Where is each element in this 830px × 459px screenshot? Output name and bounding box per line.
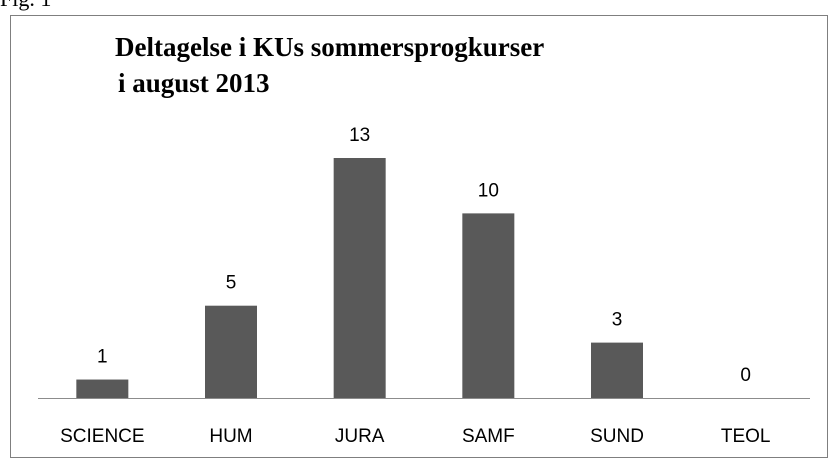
data-label: 3 [612,310,623,331]
data-label: 13 [349,125,370,146]
bar [205,305,257,398]
x-tick-label: SCIENCE [60,426,144,447]
chart-title: i august 2013 [118,68,270,98]
chart-title: Deltagelse i KUs sommersprogkurser [115,32,544,62]
data-label: 10 [478,180,499,201]
bar [333,158,386,398]
data-label: 1 [97,347,108,368]
x-tick-label: HUM [209,426,252,447]
x-tick-label: SAMF [462,426,515,447]
bar [462,213,515,398]
data-label: 0 [740,365,751,386]
x-tick-label: JURA [335,426,385,447]
figure-label: Fig. 1 [0,0,51,11]
bar [591,342,643,398]
chart-frame [10,15,828,458]
x-tick-label: SUND [590,426,644,447]
bar [76,379,129,398]
data-label: 5 [226,273,237,294]
x-tick-label: TEOL [721,426,771,447]
